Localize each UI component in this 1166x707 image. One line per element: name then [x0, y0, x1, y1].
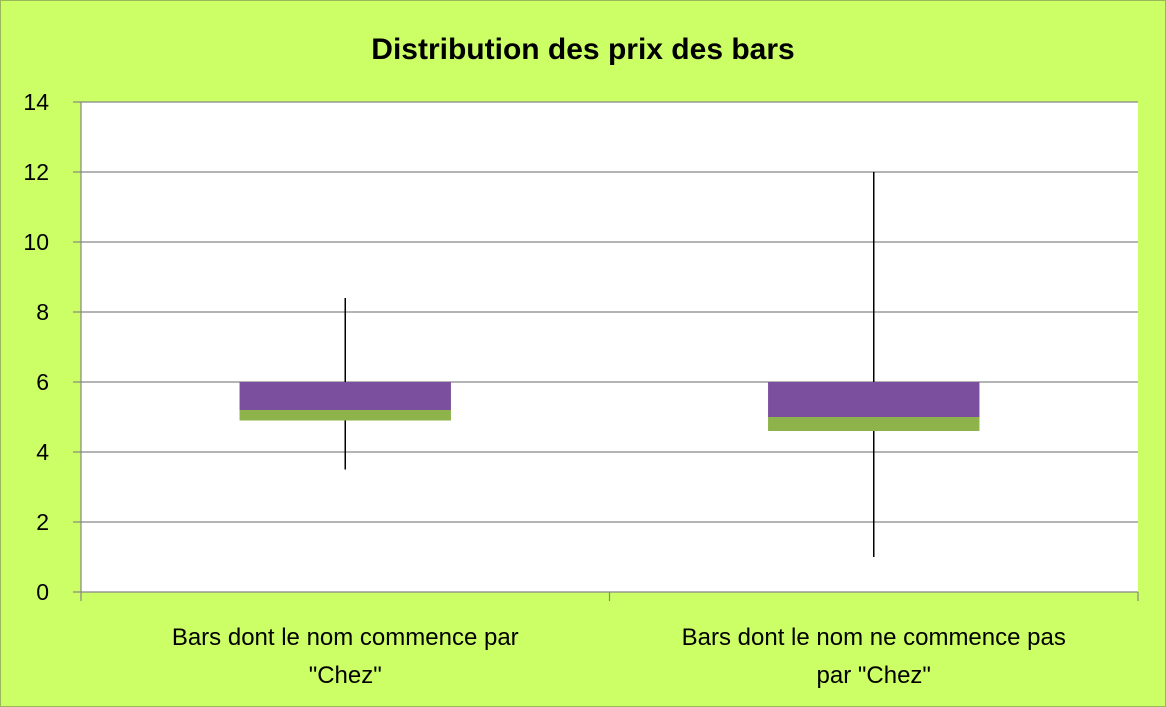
box-lower — [239, 410, 451, 421]
plot-area — [81, 102, 1138, 592]
y-tick-label: 12 — [23, 159, 49, 185]
axes — [73, 101, 1139, 601]
box-upper — [239, 382, 451, 410]
chart-title: Distribution des prix des bars — [371, 33, 794, 66]
x-category-label: "Chez" — [309, 662, 382, 689]
y-tick-label: 4 — [36, 439, 49, 465]
y-tick-label: 8 — [36, 299, 49, 325]
x-category-label: Bars dont le nom ne commence pas — [682, 624, 1066, 651]
x-category-label: Bars dont le nom commence par — [172, 624, 519, 651]
y-tick-label: 14 — [23, 89, 49, 115]
y-tick-label: 6 — [36, 369, 49, 395]
y-tick-label: 0 — [36, 579, 49, 605]
y-tick-label: 10 — [23, 229, 49, 255]
axis-labels: 0 2 4 6 8 10 12 14 Bars dont le nom commence par… — [23, 89, 1065, 689]
x-category-label: par "Chez" — [817, 662, 931, 689]
box-lower — [768, 417, 980, 431]
box-upper — [768, 382, 980, 417]
y-tick-label: 2 — [36, 509, 49, 535]
boxes — [239, 172, 980, 557]
